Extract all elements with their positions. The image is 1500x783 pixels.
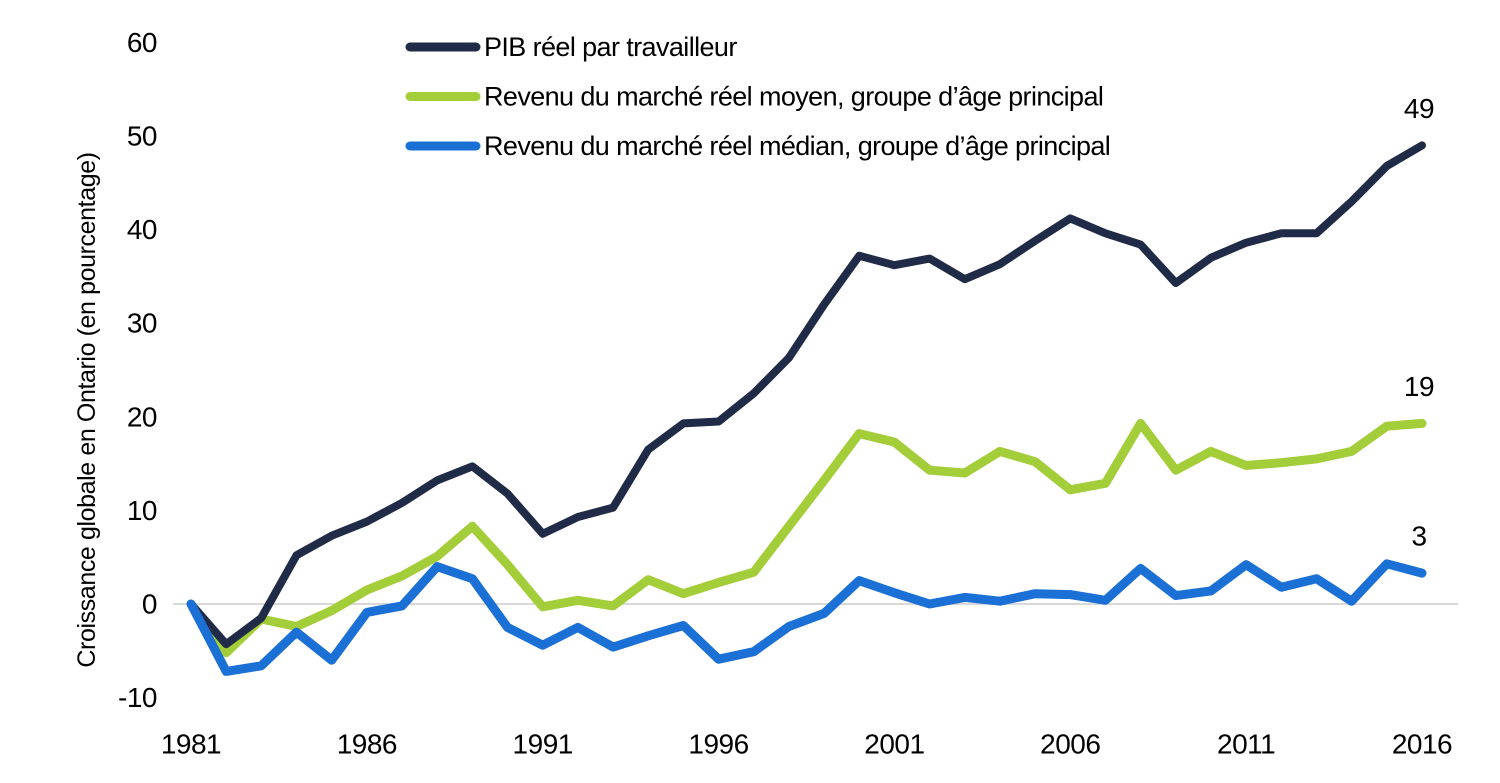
series-lines <box>186 141 1427 676</box>
x-tick-label: 2011 <box>1217 729 1275 760</box>
y-tick-label: 20 <box>127 401 157 432</box>
series-line-revenu-marche-reel-median <box>186 559 1427 676</box>
y-tick-label: 60 <box>127 27 157 58</box>
legend-item-label: Revenu du marché réel moyen, groupe d’âg… <box>484 82 1103 112</box>
series-end-labels: 49 19 3 <box>1404 93 1435 552</box>
series-end-value-label: 3 <box>1411 521 1426 552</box>
y-tick-label: 0 <box>142 589 157 620</box>
y-tick-label: 10 <box>127 495 157 526</box>
y-axis-title: Croissance globale en Ontario (en pource… <box>73 152 101 667</box>
series-end-value-label: 19 <box>1404 371 1434 402</box>
legend: PIB réel par travailleur Revenu du marché… <box>405 32 1111 161</box>
x-tick-label: 2006 <box>1040 729 1100 760</box>
x-axis-tick-labels: 1981 1986 1991 1996 2001 2006 2011 2016 <box>161 729 1453 760</box>
y-tick-label: 40 <box>127 214 157 245</box>
x-tick-label: 1981 <box>161 729 221 760</box>
y-tick-label: 30 <box>127 308 157 339</box>
x-tick-label: 2001 <box>864 729 924 760</box>
series-end-value-label: 49 <box>1404 93 1434 124</box>
series-line-revenu-marche-reel-moyen <box>186 418 1427 658</box>
x-tick-label: 1996 <box>688 729 748 760</box>
y-axis-tick-labels: 60 50 40 30 20 10 0 -10 <box>118 27 157 713</box>
x-tick-label: 1991 <box>513 729 573 760</box>
x-tick-label: 1986 <box>337 729 397 760</box>
x-tick-label: 2016 <box>1392 729 1452 760</box>
legend-item-label: PIB réel par travailleur <box>484 32 737 62</box>
y-tick-label: 50 <box>127 121 157 152</box>
series-line-pib-reel-par-travailleur <box>187 141 1426 649</box>
y-tick-label: -10 <box>118 682 157 713</box>
legend-item-label: Revenu du marché réel médian, groupe d’â… <box>484 131 1110 161</box>
